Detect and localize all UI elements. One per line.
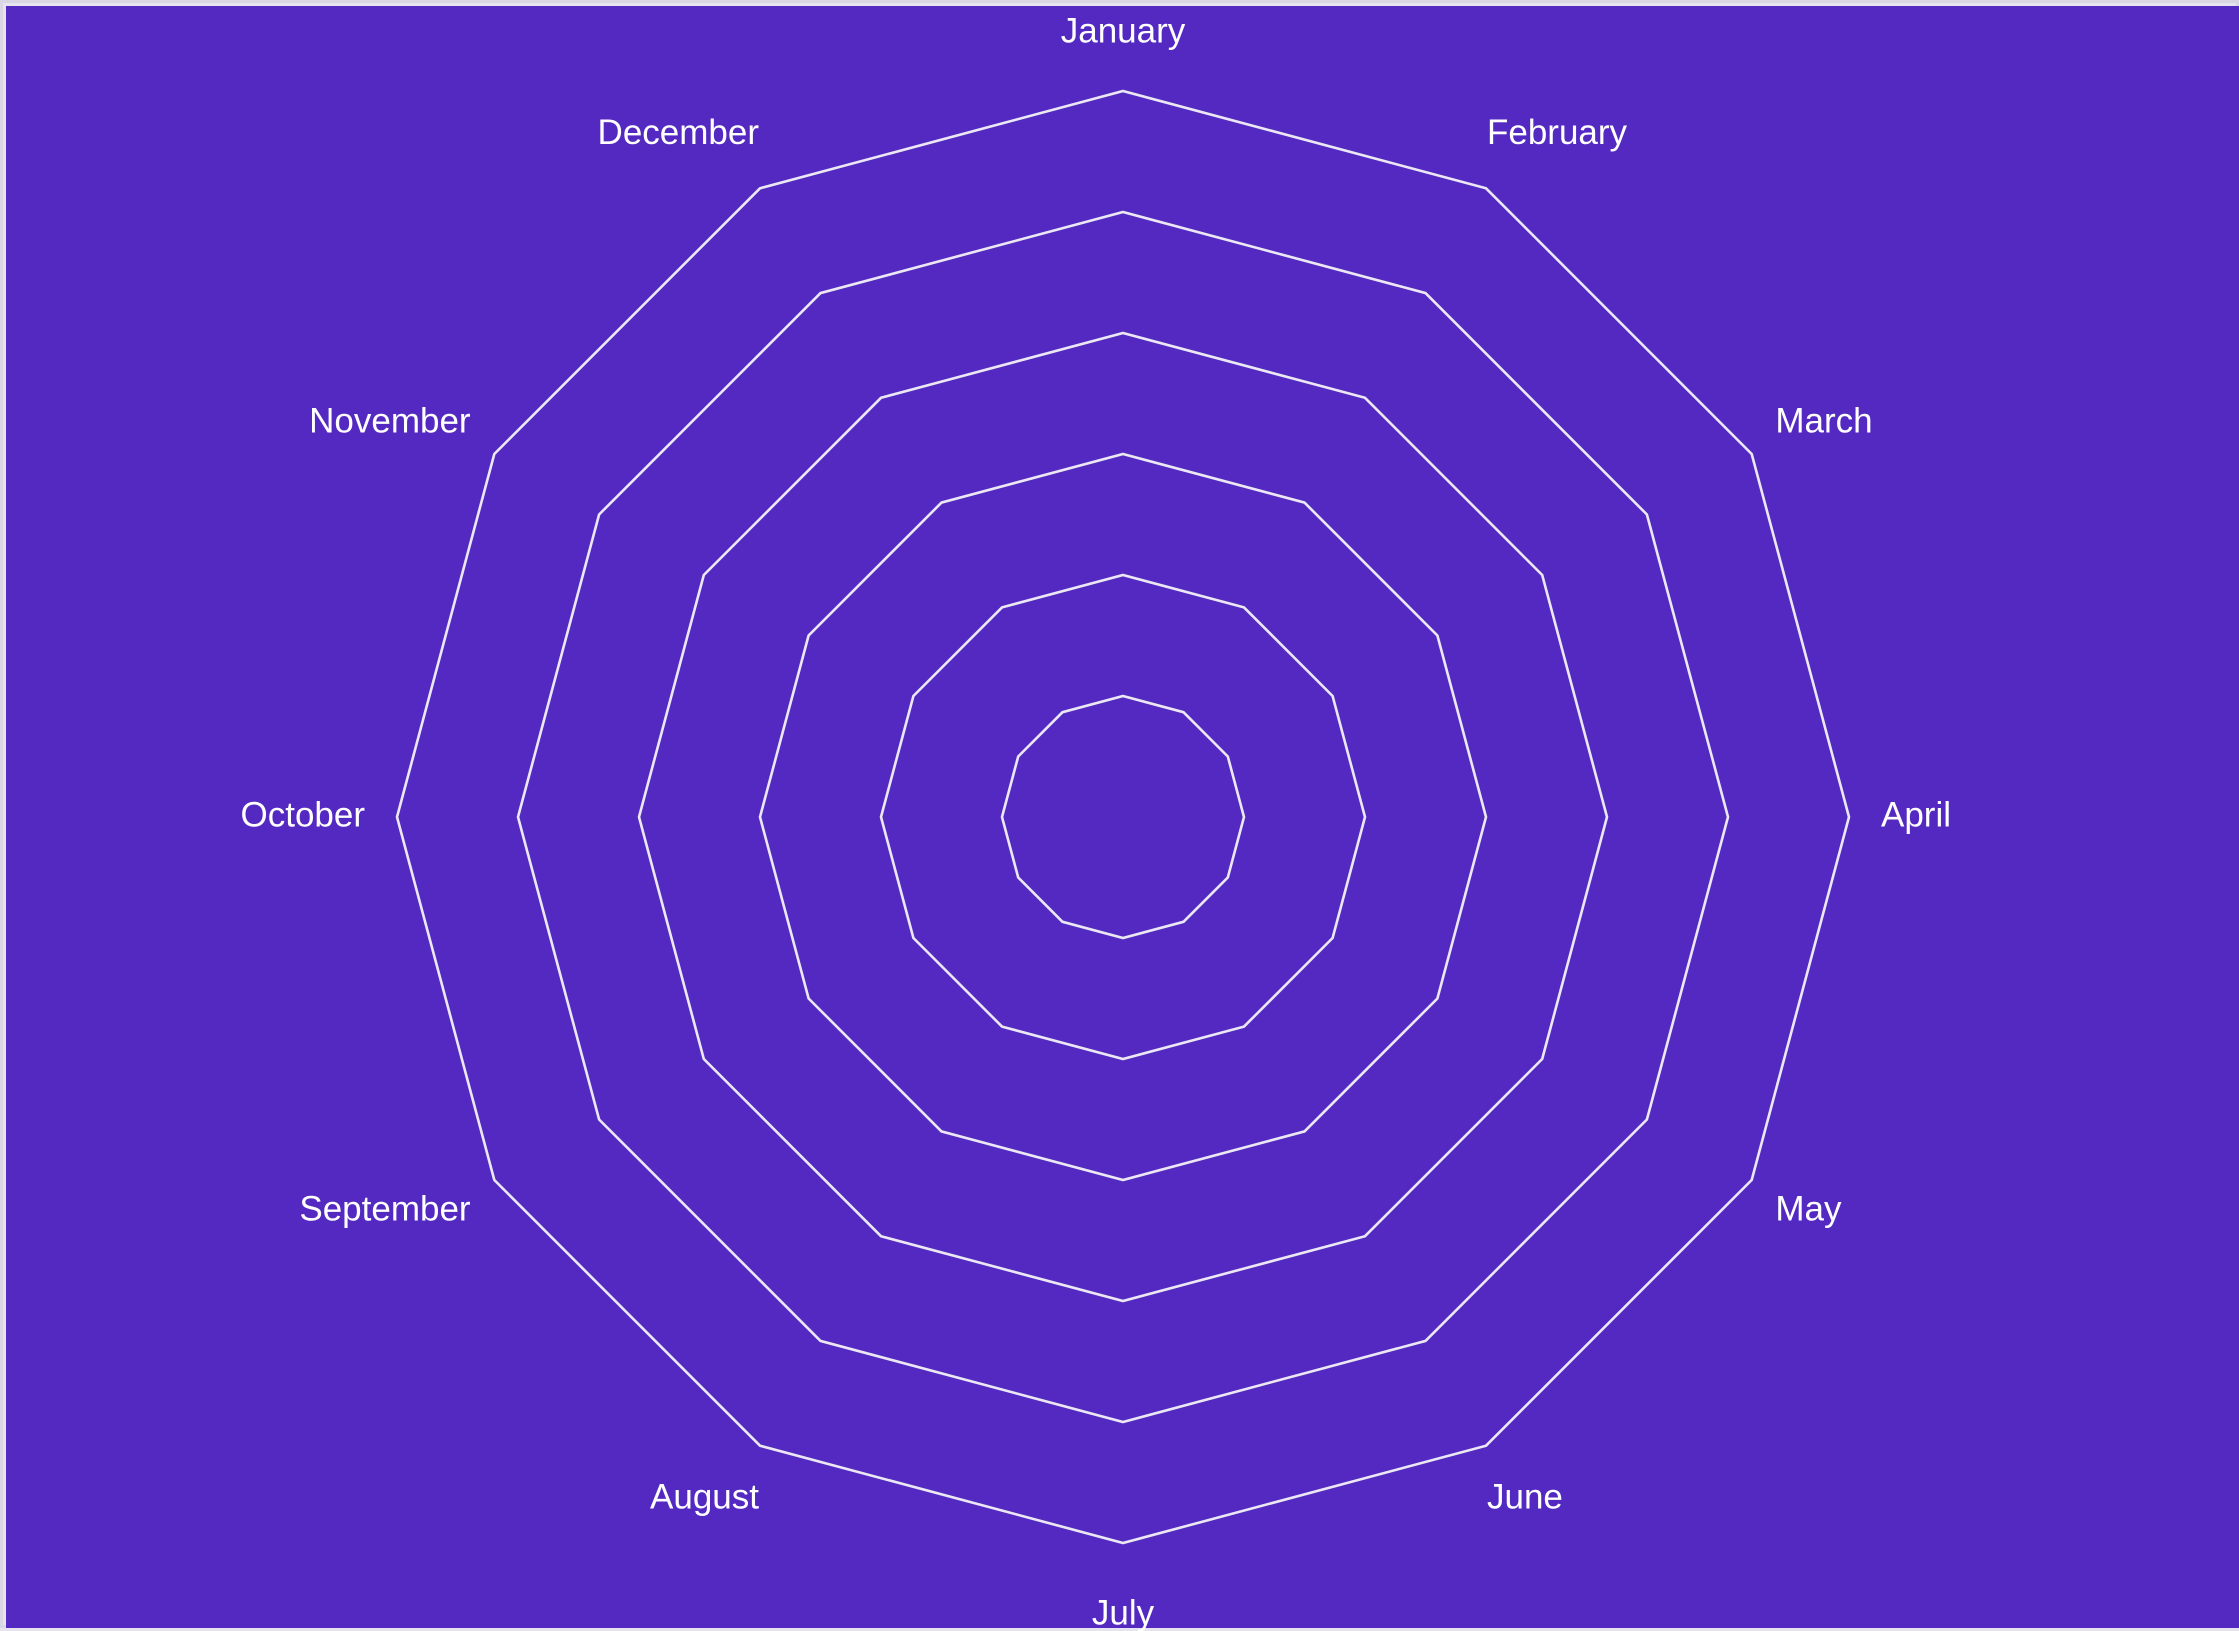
category-label-july: July	[1092, 1593, 1155, 1631]
grid-ring-1	[1000, 694, 1246, 940]
category-label-december: December	[598, 113, 760, 152]
grid-rings	[395, 89, 1851, 1545]
category-label-september: September	[299, 1189, 471, 1228]
category-label-february: February	[1487, 113, 1628, 152]
grid-ring-5	[516, 210, 1730, 1424]
grid-ring-6	[395, 89, 1851, 1545]
chart-background	[6, 6, 2239, 1628]
category-label-november: November	[309, 401, 471, 440]
grid-ring-3	[758, 452, 1488, 1182]
category-label-october: October	[241, 795, 366, 834]
grid-ring-2	[879, 573, 1367, 1061]
radar-plot: January February March April May June July Augu…	[6, 6, 2239, 1631]
category-label-january: January	[1061, 11, 1186, 50]
category-label-august: August	[650, 1478, 759, 1517]
category-label-june: June	[1487, 1478, 1563, 1517]
category-labels: January February March April May June July Augu…	[241, 11, 1952, 1631]
grid-ring-4	[637, 331, 1609, 1303]
category-label-april: April	[1881, 795, 1951, 834]
category-label-may: May	[1775, 1189, 1842, 1228]
category-label-march: March	[1775, 401, 1872, 440]
